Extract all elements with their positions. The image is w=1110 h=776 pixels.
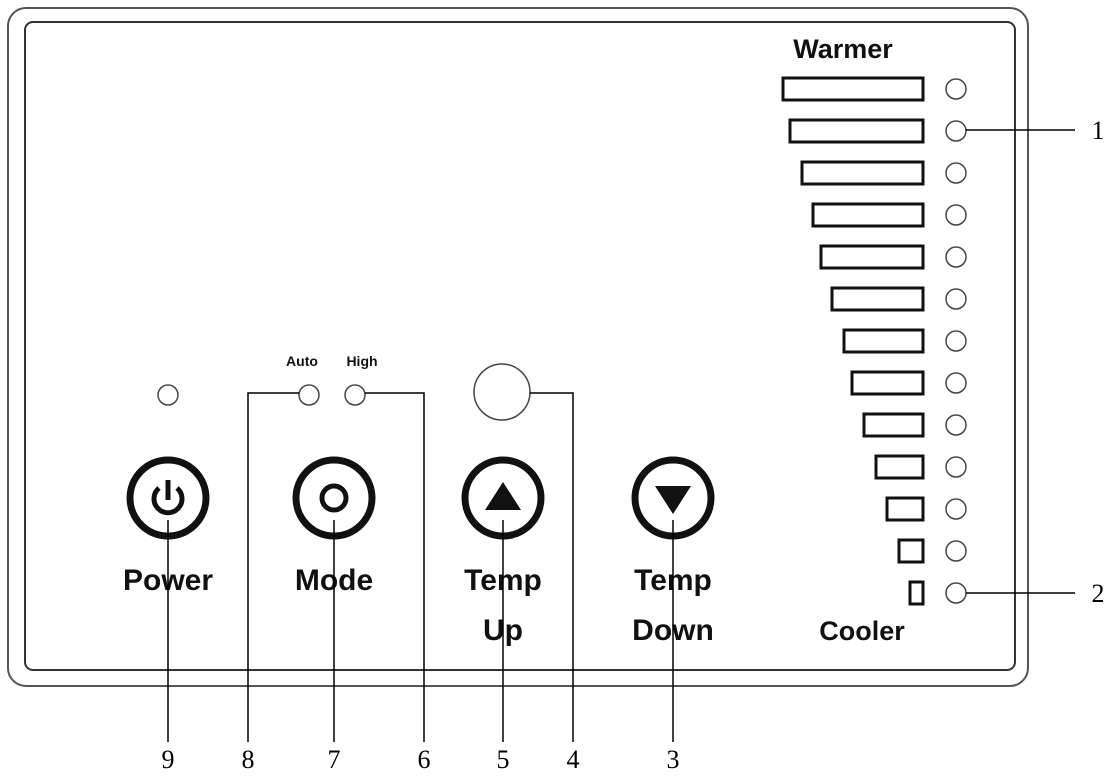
level-bar: [781, 76, 925, 102]
callout-number: 7: [328, 745, 341, 774]
level-led: [945, 246, 967, 268]
level-led: [945, 204, 967, 226]
level-bar: [800, 160, 925, 186]
level-led: [945, 288, 967, 310]
callout-number: 2: [1092, 579, 1105, 608]
callout-number: 1: [1092, 116, 1105, 145]
level-led: [945, 78, 967, 100]
high-label: High: [346, 353, 377, 369]
sensor: [473, 363, 531, 421]
mode-button[interactable]: [292, 456, 376, 540]
high-led: [344, 384, 366, 406]
power-led: [157, 384, 179, 406]
level-bar: [862, 412, 925, 438]
level-bar: [842, 328, 925, 354]
level-led: [945, 540, 967, 562]
level-bar: [788, 118, 925, 144]
level-led: [945, 162, 967, 184]
panel-inner: [24, 21, 1016, 671]
level-led: [945, 456, 967, 478]
level-bar: [908, 580, 925, 606]
callout-number: 6: [418, 745, 431, 774]
panel-outer: [7, 7, 1029, 687]
level-led: [945, 498, 967, 520]
level-bar: [874, 454, 925, 480]
level-bar: [811, 202, 925, 228]
auto-led: [298, 384, 320, 406]
callout-number: 3: [667, 745, 680, 774]
level-bar: [819, 244, 925, 270]
callout-number: 9: [162, 745, 175, 774]
cooler-label: Cooler: [819, 616, 905, 646]
callout-lines: [167, 129, 1075, 742]
level-bar: [885, 496, 925, 522]
level-led: [945, 582, 967, 604]
level-bar: [897, 538, 925, 564]
warmer-label: Warmer: [793, 34, 893, 64]
callout-number: 4: [567, 745, 580, 774]
level-bar: [830, 286, 925, 312]
callout-number: 8: [242, 745, 255, 774]
callout-number: 5: [497, 745, 510, 774]
level-led: [945, 414, 967, 436]
level-led: [945, 372, 967, 394]
level-led: [945, 330, 967, 352]
auto-label: Auto: [286, 353, 318, 369]
level-led: [945, 120, 967, 142]
level-bar: [850, 370, 925, 396]
